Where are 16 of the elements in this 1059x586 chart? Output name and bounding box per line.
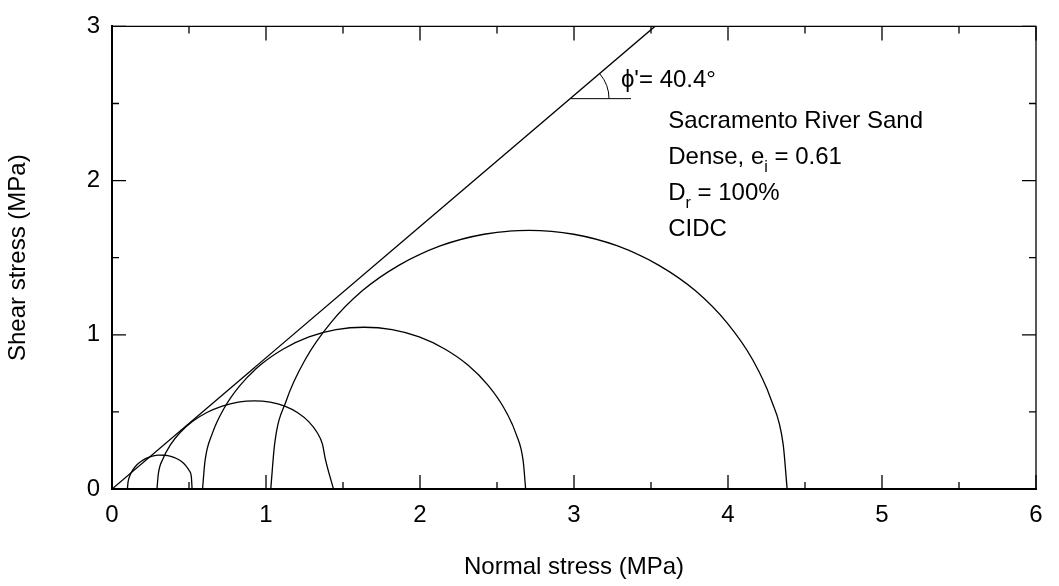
y-axis-title: Shear stress (MPa) <box>3 154 31 362</box>
x-tick-label: 4 <box>721 500 735 528</box>
x-tick-label: 2 <box>413 500 427 528</box>
x-tick-label: 5 <box>875 500 889 528</box>
annotation: ϕ'= 40.4° <box>620 64 716 92</box>
annotation: CIDC <box>668 214 727 242</box>
y-tick-label: 1 <box>86 319 100 347</box>
annotation: Sacramento River Sand <box>668 106 924 134</box>
x-axis-title: Normal stress (MPa) <box>463 552 685 580</box>
y-tick-label: 3 <box>86 11 100 39</box>
x-tick-label: 0 <box>105 500 119 528</box>
y-tick-label: 2 <box>86 165 100 193</box>
y-tick-label: 0 <box>86 473 100 501</box>
x-tick-label: 1 <box>259 500 273 528</box>
x-tick-label: 3 <box>567 500 581 528</box>
x-tick-label: 6 <box>1029 500 1043 528</box>
